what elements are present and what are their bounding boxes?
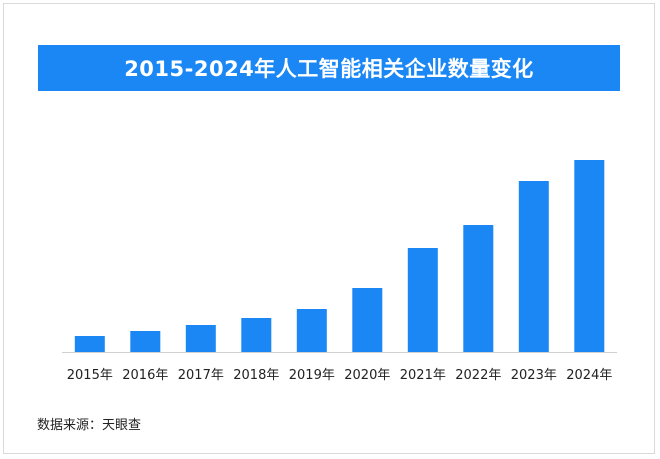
bar-2024年 xyxy=(574,160,605,352)
bar-2018年 xyxy=(241,318,272,352)
x-tick-label: 2015年 xyxy=(67,368,113,383)
x-tick-label: 2023年 xyxy=(511,368,557,383)
chart-title: 2015-2024年人工智能相关企业数量变化 xyxy=(124,57,534,81)
x-tick-label: 2024年 xyxy=(566,368,612,383)
bar-2023年 xyxy=(518,181,549,352)
x-tick-label: 2019年 xyxy=(289,368,335,383)
bar-2016年 xyxy=(130,331,161,352)
data-source: 数据来源：天眼查 xyxy=(37,418,142,433)
title-banner: 2015-2024年人工智能相关企业数量变化 xyxy=(38,45,620,91)
bar-2020年 xyxy=(352,288,383,352)
x-tick-label: 2020年 xyxy=(344,368,390,383)
x-tick-label: 2021年 xyxy=(400,368,446,383)
bar-2017年 xyxy=(185,325,216,352)
x-tick-label: 2018年 xyxy=(233,368,279,383)
bar-2021年 xyxy=(407,248,438,352)
x-tick-label: 2017年 xyxy=(178,368,224,383)
x-tick-label: 2016年 xyxy=(122,368,168,383)
x-tick-label: 2022年 xyxy=(455,368,501,383)
bar-2015年 xyxy=(74,336,105,352)
bar-2022年 xyxy=(463,225,494,352)
bar-2019年 xyxy=(296,309,327,352)
